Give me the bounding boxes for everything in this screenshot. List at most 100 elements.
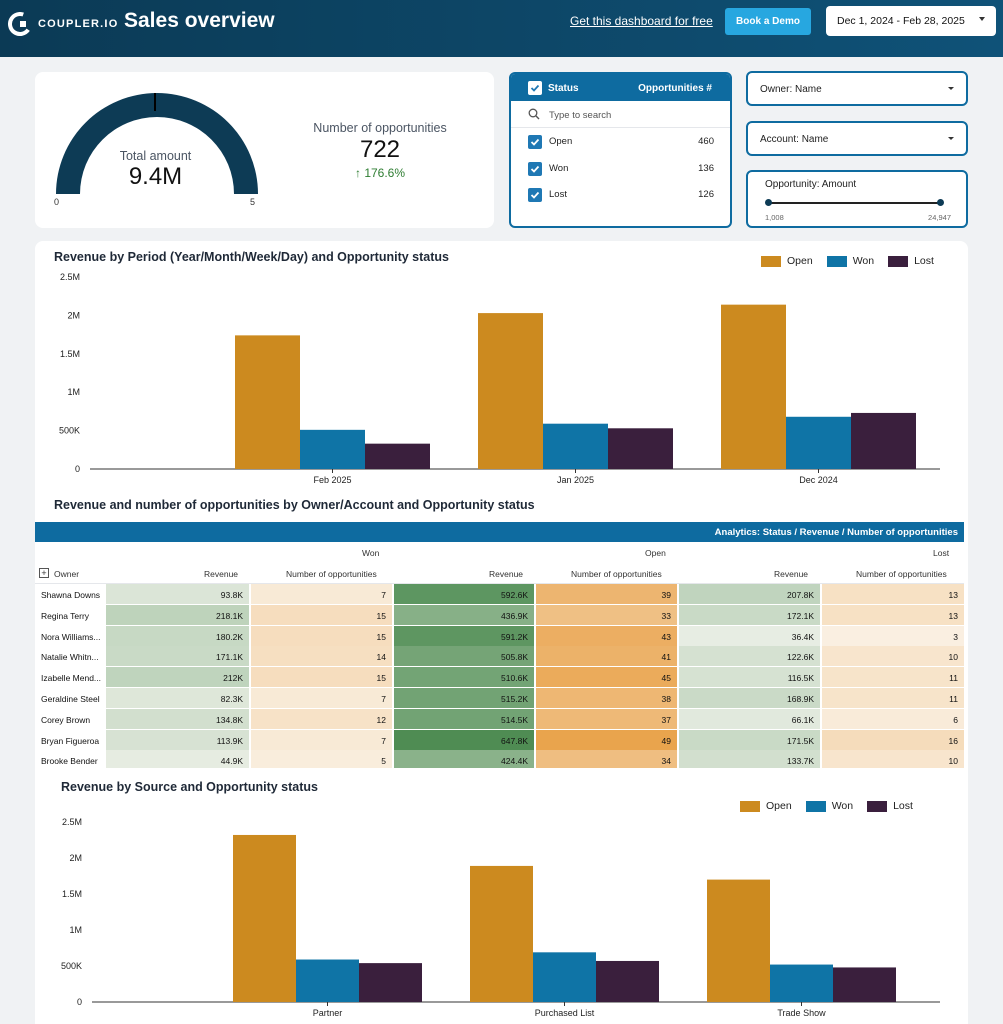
status-option-label: Won: [549, 162, 569, 174]
legend-lost[interactable]: Lost: [888, 255, 934, 267]
chevron-down-icon: [979, 17, 985, 21]
bar-lost[interactable]: [851, 412, 916, 469]
bar-won[interactable]: [533, 952, 596, 1002]
owner-filter-dropdown[interactable]: Owner: Name: [746, 71, 968, 106]
table-row[interactable]: Corey Brown 134.8K 12 514.5K 37 66.1K 6: [35, 708, 964, 730]
bar-open[interactable]: [478, 313, 543, 469]
y-tick-label: 2M: [69, 853, 82, 863]
status-option-open[interactable]: Open 460: [511, 128, 730, 155]
cell-won-n: 7: [251, 729, 392, 750]
bar-won[interactable]: [770, 964, 833, 1002]
checkbox-open[interactable]: [528, 135, 542, 149]
cell-open-n: 38: [536, 687, 677, 708]
table-row[interactable]: Geraldine Steel 82.3K 7 515.2K 38 168.9K 11: [35, 687, 964, 709]
slider-min-handle[interactable]: [765, 199, 772, 206]
legend-swatch: [826, 255, 847, 267]
col-lost-count[interactable]: Number of opportunities: [856, 569, 947, 579]
account-filter-dropdown[interactable]: Account: Name: [746, 121, 968, 156]
table-row[interactable]: Nora Williams... 180.2K 15 591.2K 43 36.4K 3: [35, 625, 964, 647]
bar-won[interactable]: [786, 416, 851, 469]
x-tick-label: Dec 2024: [799, 475, 838, 485]
col-open-count[interactable]: Number of opportunities: [571, 569, 662, 579]
bar-won[interactable]: [543, 423, 608, 469]
book-demo-button[interactable]: Book a Demo: [725, 8, 811, 35]
bar-lost[interactable]: [365, 443, 430, 469]
cell-lost-rev: 171.5K: [679, 729, 820, 750]
get-dashboard-link[interactable]: Get this dashboard for free: [570, 14, 713, 28]
legend-open[interactable]: Open: [740, 800, 792, 812]
bar-open[interactable]: [470, 865, 533, 1002]
bar-won[interactable]: [296, 959, 359, 1002]
table-row[interactable]: Shawna Downs 93.8K 7 592.6K 39 207.8K 13: [35, 584, 964, 605]
checkbox-won[interactable]: [528, 161, 542, 176]
table-column-headers: + Owner Revenue Number of opportunities …: [35, 562, 964, 584]
owner-pivot-table: Analytics: Status / Revenue / Number of …: [35, 522, 964, 768]
bar-lost[interactable]: [596, 960, 659, 1002]
opportunities-label: Number of opportunities: [313, 121, 447, 135]
expand-plus-icon[interactable]: +: [39, 568, 49, 578]
x-tick-label: Purchased List: [535, 1008, 595, 1018]
cell-open-rev: 647.8K: [394, 729, 534, 750]
legend-won[interactable]: Won: [826, 255, 874, 267]
cell-open-n: 49: [536, 729, 677, 750]
cell-lost-n: 13: [822, 584, 964, 604]
col-won-count[interactable]: Number of opportunities: [286, 569, 377, 579]
cell-lost-rev: 66.1K: [679, 708, 820, 729]
cell-won-rev: 212K: [106, 667, 249, 688]
status-header-label: Status: [548, 83, 579, 94]
col-owner[interactable]: Owner: [54, 569, 80, 579]
cell-open-n: 33: [536, 604, 677, 625]
legend-won[interactable]: Won: [805, 800, 853, 812]
gauge-arc: [56, 93, 258, 194]
bar-open[interactable]: [707, 879, 770, 1002]
status-option-count: 460: [698, 136, 714, 147]
bar-open[interactable]: [721, 304, 786, 469]
legend-lost[interactable]: Lost: [867, 800, 913, 812]
cell-lost-rev: 133.7K: [679, 750, 820, 768]
cell-won-n: 7: [251, 687, 392, 708]
cell-won-rev: 134.8K: [106, 708, 249, 729]
chevron-down-icon: [948, 137, 954, 140]
cell-lost-n: 10: [822, 750, 964, 768]
bar-lost[interactable]: [608, 428, 673, 469]
table-row[interactable]: Izabelle Mend... 212K 15 510.6K 45 116.5K 11: [35, 667, 964, 688]
select-all-checkbox[interactable]: [528, 81, 542, 95]
y-tick-label: 2.5M: [62, 817, 82, 827]
cell-won-n: 15: [251, 604, 392, 625]
cell-won-rev: 82.3K: [106, 687, 249, 708]
col-open-revenue[interactable]: Revenue: [489, 569, 524, 579]
coupler-logo[interactable]: COUPLER.IO: [8, 12, 118, 36]
bar-lost[interactable]: [359, 963, 422, 1002]
bar-open[interactable]: [233, 834, 296, 1002]
cell-open-n: 39: [536, 584, 677, 604]
status-search-input[interactable]: Type to search: [511, 101, 730, 128]
status-option-won[interactable]: Won 136: [511, 155, 730, 182]
table-group-headers: Won Open Lost: [35, 542, 964, 562]
date-range-value: Dec 1, 2024 - Feb 28, 2025: [837, 15, 965, 27]
y-tick-label: 1M: [67, 387, 80, 397]
status-option-lost[interactable]: Lost 126: [511, 181, 730, 208]
bar-won[interactable]: [300, 429, 365, 469]
source-chart-title: Revenue by Source and Opportunity status: [61, 780, 318, 794]
slider-max-handle[interactable]: [937, 199, 944, 206]
col-won-revenue[interactable]: Revenue: [204, 569, 239, 579]
date-range-picker[interactable]: Dec 1, 2024 - Feb 28, 2025: [826, 6, 996, 36]
chevron-down-icon: [948, 87, 954, 90]
checkbox-lost[interactable]: [528, 188, 542, 202]
slider-track[interactable]: [768, 202, 941, 204]
bar-lost[interactable]: [833, 967, 896, 1002]
period-chart-title: Revenue by Period (Year/Month/Week/Day) …: [54, 250, 449, 264]
cell-won-n: 7: [251, 584, 392, 604]
bar-open[interactable]: [235, 335, 300, 469]
table-row[interactable]: Bryan Figueroa 113.9K 7 647.8K 49 171.5K 16: [35, 729, 964, 751]
table-row[interactable]: Brooke Bender 44.9K 5 424.4K 34 133.7K 10: [35, 750, 964, 768]
legend-open[interactable]: Open: [761, 255, 813, 267]
table-row[interactable]: Natalie Whitn... 171.1K 14 505.8K 41 122.6K 10: [35, 646, 964, 667]
cell-open-n: 34: [536, 750, 677, 768]
y-tick-label: 2.5M: [60, 272, 80, 282]
cell-lost-n: 11: [822, 667, 964, 688]
account-filter-label: Account: Name: [760, 134, 829, 145]
table-row[interactable]: Regina Terry 218.1K 15 436.9K 33 172.1K 13: [35, 604, 964, 626]
legend-swatch: [740, 800, 760, 812]
col-lost-revenue[interactable]: Revenue: [774, 569, 809, 579]
